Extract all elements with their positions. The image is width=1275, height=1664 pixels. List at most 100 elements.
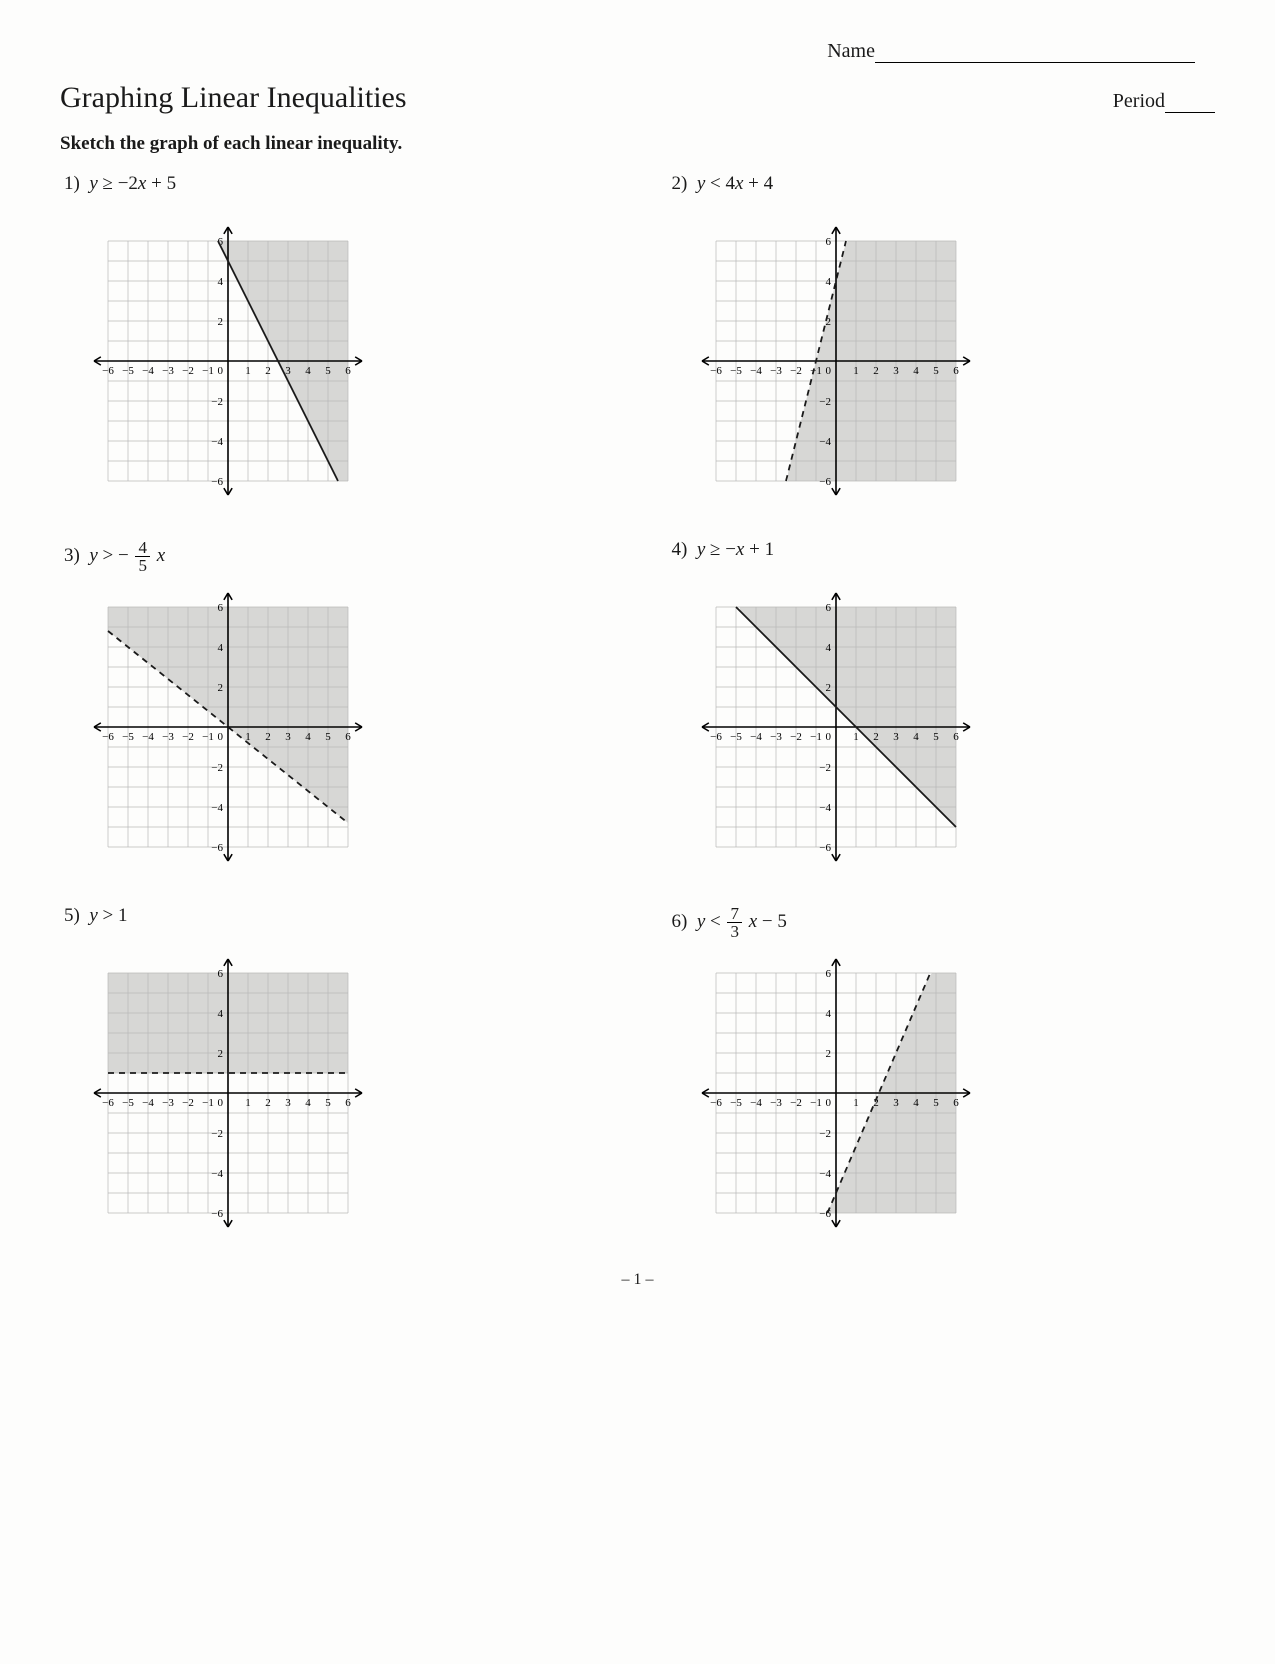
svg-text:−5: −5 [122, 731, 134, 743]
svg-text:4: 4 [825, 1008, 831, 1020]
svg-text:1: 1 [853, 1097, 859, 1109]
graph: −6−5−4−3−2−11234560−6−4−2246 [90, 955, 608, 1231]
svg-text:6: 6 [953, 731, 959, 743]
svg-text:6: 6 [825, 236, 831, 248]
svg-text:0: 0 [825, 365, 831, 377]
problem-2: 2) y < 4x + 4 −6−5−4−3−2−11234560−6−4−22… [668, 173, 1216, 499]
svg-text:2: 2 [218, 316, 224, 328]
svg-text:2: 2 [873, 365, 879, 377]
graph: −6−5−4−3−2−11234560−6−4−2246 [90, 223, 608, 499]
svg-text:0: 0 [218, 365, 224, 377]
svg-text:4: 4 [825, 642, 831, 654]
svg-text:−1: −1 [810, 1097, 822, 1109]
svg-text:6: 6 [345, 731, 351, 743]
svg-text:−3: −3 [770, 731, 782, 743]
problem-expression: y ≥ −x + 1 [697, 539, 774, 560]
svg-text:0: 0 [825, 731, 831, 743]
svg-text:0: 0 [825, 1097, 831, 1109]
name-label: Name [827, 40, 875, 62]
svg-text:−5: −5 [730, 365, 742, 377]
svg-text:−4: −4 [819, 436, 831, 448]
problems-grid: 1) y ≥ −2x + 5 −6 −5 −4 −3 −2 −1 1 2 3 4 5 6 0 −6 −4 −2… [60, 173, 1215, 1231]
period-label: Period [1113, 90, 1165, 112]
svg-text:−2: −2 [211, 396, 223, 408]
svg-text:6: 6 [825, 602, 831, 614]
svg-text:−3: −3 [162, 1097, 174, 1109]
svg-text:0: 0 [218, 731, 224, 743]
svg-text:4: 4 [913, 1097, 919, 1109]
svg-text:−2: −2 [819, 396, 831, 408]
svg-text:−2: −2 [790, 1097, 802, 1109]
svg-text:5: 5 [325, 1097, 331, 1109]
svg-text:−6: −6 [211, 1208, 223, 1220]
name-field: Name [60, 40, 1215, 63]
svg-text:2: 2 [218, 1048, 224, 1060]
svg-text:−4: −4 [211, 802, 223, 814]
svg-text:−2: −2 [790, 731, 802, 743]
svg-text:1: 1 [245, 1097, 251, 1109]
problem-label: 1) y ≥ −2x + 5 [64, 173, 608, 213]
svg-text:3: 3 [285, 365, 291, 377]
problem-number: 3) [64, 545, 80, 566]
svg-text:0: 0 [218, 1097, 224, 1109]
svg-text:−1: −1 [810, 731, 822, 743]
graph: −6−5−4−3−2−11234560−6−4−2246 [90, 589, 608, 865]
svg-text:−4: −4 [819, 1168, 831, 1180]
svg-text:1: 1 [245, 365, 251, 377]
svg-text:−5: −5 [730, 1097, 742, 1109]
svg-text:−6: −6 [819, 476, 831, 488]
svg-text:5: 5 [325, 365, 331, 377]
problem-number: 4) [672, 539, 688, 560]
svg-text:−1: −1 [202, 731, 214, 743]
svg-text:3: 3 [893, 731, 899, 743]
svg-text:2: 2 [265, 1097, 271, 1109]
svg-text:6: 6 [345, 365, 351, 377]
svg-text:3: 3 [285, 1097, 291, 1109]
page-footer: – 1 – [60, 1271, 1215, 1289]
svg-text:−2: −2 [182, 1097, 194, 1109]
svg-text:−2: −2 [819, 1128, 831, 1140]
svg-text:2: 2 [265, 731, 271, 743]
svg-text:−4: −4 [211, 1168, 223, 1180]
svg-text:−2: −2 [182, 365, 194, 377]
svg-text:−6: −6 [819, 842, 831, 854]
svg-text:−6: −6 [211, 476, 223, 488]
svg-text:−4: −4 [750, 1097, 762, 1109]
svg-text:−6: −6 [710, 731, 722, 743]
svg-text:4: 4 [305, 365, 311, 377]
svg-text:−2: −2 [819, 762, 831, 774]
svg-text:−6: −6 [102, 731, 114, 743]
page-title: Graphing Linear Inequalities [60, 81, 407, 115]
svg-text:4: 4 [913, 731, 919, 743]
svg-text:−5: −5 [730, 731, 742, 743]
svg-text:6: 6 [218, 602, 224, 614]
svg-text:−6: −6 [710, 1097, 722, 1109]
svg-text:6: 6 [218, 968, 224, 980]
svg-text:−4: −4 [750, 365, 762, 377]
problem-4: 4) y ≥ −x + 1 −6−5−4−3−2−11234560−6−4−22… [668, 539, 1216, 865]
svg-text:6: 6 [953, 1097, 959, 1109]
svg-text:4: 4 [218, 1008, 224, 1020]
graph: −6−5−4−3−2−11234560−6−4−2246 [698, 589, 1216, 865]
svg-text:2: 2 [265, 365, 271, 377]
svg-text:3: 3 [893, 365, 899, 377]
svg-text:2: 2 [218, 682, 224, 694]
svg-text:5: 5 [325, 731, 331, 743]
svg-text:1: 1 [853, 731, 859, 743]
svg-text:−3: −3 [770, 1097, 782, 1109]
svg-text:−4: −4 [211, 436, 223, 448]
svg-text:−2: −2 [182, 731, 194, 743]
svg-text:3: 3 [285, 731, 291, 743]
svg-text:4: 4 [305, 731, 311, 743]
svg-text:4: 4 [218, 642, 224, 654]
svg-text:3: 3 [893, 1097, 899, 1109]
svg-text:−4: −4 [142, 731, 154, 743]
svg-text:−2: −2 [211, 762, 223, 774]
problem-6: 6) y < 73 x − 5 −6−5−4−3−2−11234560−6−4−… [668, 905, 1216, 1231]
svg-text:−6: −6 [102, 1097, 114, 1109]
problem-expression: y > − 45 x [89, 545, 165, 566]
problem-label: 2) y < 4x + 4 [672, 173, 1216, 213]
svg-text:−3: −3 [770, 365, 782, 377]
problem-5: 5) y > 1 −6−5−4−3−2−11234560−6−4−2246 [60, 905, 608, 1231]
instruction-text: Sketch the graph of each linear inequali… [60, 133, 1215, 155]
